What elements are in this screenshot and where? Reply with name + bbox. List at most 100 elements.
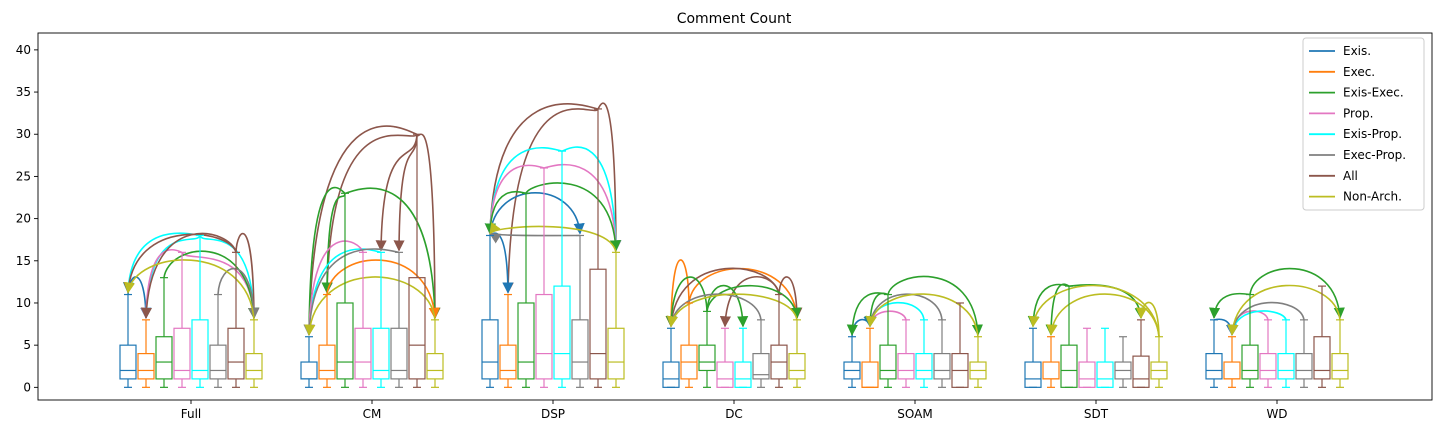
significance-arc (597, 102, 622, 252)
legend-label: All (1343, 169, 1358, 183)
y-tick-label: 40 (16, 43, 31, 57)
box (1132, 355, 1150, 388)
significance-arc (706, 284, 749, 328)
series-exis-prop (191, 150, 1295, 388)
significance-arc (375, 134, 418, 252)
x-tick-label: SDT (1084, 407, 1109, 421)
y-tick-label: 20 (16, 212, 31, 226)
box (535, 293, 553, 380)
legend-entry: Non-Arch. (1309, 190, 1402, 204)
box (589, 268, 607, 380)
box (1078, 361, 1096, 388)
box (1295, 352, 1313, 380)
box (481, 319, 499, 380)
box (1259, 352, 1277, 380)
series-prop (173, 167, 1277, 388)
series-non-arch (245, 251, 1349, 388)
significance-arc (344, 187, 441, 319)
box (716, 361, 734, 388)
significance-arc (303, 240, 364, 336)
significance-arc (1249, 267, 1345, 319)
box (426, 352, 444, 380)
significance-arc (303, 248, 400, 336)
box (517, 302, 535, 380)
box (1313, 336, 1331, 380)
box (553, 285, 571, 380)
significance-arc (1028, 284, 1160, 337)
legend-entry: All (1309, 169, 1358, 183)
legend-label: Prop. (1343, 106, 1373, 120)
legend-entry: Exis-Prop. (1309, 127, 1402, 141)
chart-title: Comment Count (677, 11, 792, 27)
legend-label: Non-Arch. (1343, 190, 1402, 204)
significance-arc (235, 232, 260, 319)
box (245, 352, 263, 380)
significance-arc (303, 125, 418, 336)
significance-arc (865, 293, 979, 337)
x-tick-label: WD (1266, 407, 1287, 421)
significance-arc (525, 182, 622, 252)
box (1277, 352, 1295, 380)
significance-arc (140, 232, 237, 319)
significance-arc (502, 108, 599, 294)
box (734, 361, 752, 388)
box (173, 327, 191, 380)
y-tick-label: 0 (23, 380, 31, 394)
legend-entry: Exec-Prop. (1309, 148, 1406, 162)
x-tick-label: SOAM (897, 407, 932, 421)
significance-arc (140, 248, 183, 319)
y-tick-label: 10 (16, 296, 31, 310)
significance-arc (778, 276, 803, 319)
significance-arc (543, 163, 622, 252)
box (1060, 344, 1078, 388)
significance-arc (416, 133, 441, 319)
plot-background (38, 33, 1432, 400)
series-all (227, 108, 1331, 388)
series-exec (137, 293, 1241, 388)
box (354, 327, 372, 380)
significance-arc (706, 284, 802, 319)
y-tick-label: 35 (16, 85, 31, 99)
box (933, 352, 951, 380)
x-tick-label: CM (363, 407, 382, 421)
legend-entry: Exis-Exec. (1309, 86, 1404, 100)
box (752, 352, 770, 380)
box (662, 361, 680, 388)
significance-arc (719, 276, 780, 328)
box (1241, 344, 1259, 380)
significance-arc (666, 293, 762, 328)
legend-entry: Exec. (1309, 65, 1375, 79)
y-tick-label: 25 (16, 169, 31, 183)
y-tick-label: 5 (23, 338, 31, 352)
box (318, 344, 336, 380)
legend-label: Exec-Prop. (1343, 148, 1406, 162)
significance-arc (303, 186, 346, 336)
box (499, 344, 517, 380)
significance-arc (1046, 293, 1160, 337)
box (155, 336, 173, 380)
box (137, 352, 155, 380)
box-series (119, 108, 1349, 388)
box (698, 344, 716, 372)
significance-arc (561, 146, 622, 252)
significance-arc (887, 275, 983, 336)
series-exis (119, 234, 1223, 388)
significance-arc (163, 250, 260, 319)
significance-arc (393, 134, 418, 252)
x-tick-label: Full (181, 407, 202, 421)
box (191, 319, 209, 380)
box (788, 352, 806, 380)
box (897, 352, 915, 380)
box (390, 327, 408, 380)
legend-label: Exis. (1343, 44, 1371, 58)
x-tick-label: DSP (541, 407, 565, 421)
x-tick-label: DC (725, 407, 743, 421)
plot-area (38, 33, 1432, 400)
axes-frame (37, 32, 1433, 401)
box (915, 352, 933, 380)
y-tick-label: 30 (16, 127, 31, 141)
significance-arc (489, 222, 617, 253)
box (1024, 361, 1042, 388)
box (372, 327, 390, 380)
